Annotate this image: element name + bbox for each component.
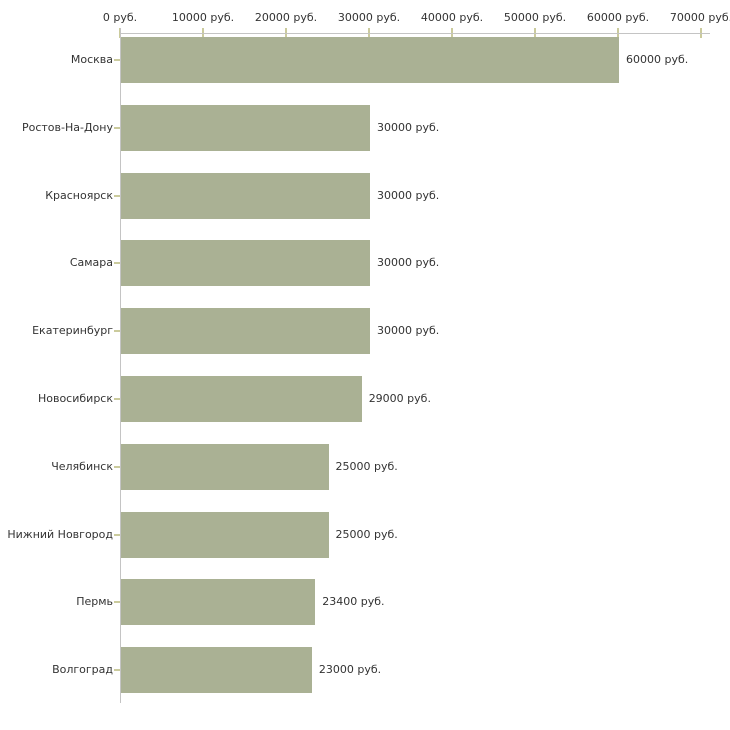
category-label: Челябинск [51, 459, 113, 473]
bar [121, 443, 329, 490]
category-tick-icon [114, 262, 120, 265]
x-axis-tick-label: 30000 руб. [337, 11, 401, 24]
category-tick-icon [114, 330, 120, 333]
category-label: Красноярск [45, 188, 113, 202]
value-label: 30000 руб. [377, 188, 440, 202]
x-axis-tick-label: 20000 руб. [254, 11, 318, 24]
category-tick-icon [114, 601, 120, 604]
x-axis-tick-label: 60000 руб. [586, 11, 650, 24]
x-axis-tick-label: 10000 руб. [171, 11, 235, 24]
value-label: 30000 руб. [377, 256, 440, 270]
category-tick-icon [114, 398, 120, 400]
value-label: 25000 руб. [335, 527, 398, 541]
value-label: 23000 руб. [318, 663, 382, 677]
y-axis-line [120, 28, 121, 703]
bar [121, 647, 312, 694]
category-label: Волгоград [52, 663, 113, 677]
category-tick-icon [114, 533, 120, 536]
value-label: 23400 руб. [322, 595, 385, 609]
bar [121, 579, 316, 626]
x-axis-tick-label: 50000 руб. [503, 11, 567, 24]
category-label: Москва [70, 53, 113, 66]
bar [121, 308, 370, 355]
bar [121, 240, 370, 287]
x-axis-tick-label: 70000 руб. [669, 11, 730, 24]
bar [121, 511, 329, 558]
category-tick-icon [114, 465, 120, 468]
category-tick-icon [114, 194, 120, 197]
category-label: Ростов-На-Дону [21, 120, 113, 134]
category-label: Екатеринбург [32, 324, 113, 338]
bar [121, 376, 362, 422]
value-label: 60000 руб. [626, 53, 689, 66]
category-label: Пермь [76, 595, 113, 609]
bar [121, 104, 370, 151]
bar [121, 37, 619, 83]
category-label: Нижний Новгород [7, 527, 113, 541]
category-tick-icon [114, 126, 120, 129]
x-axis-tick-label: 40000 руб. [420, 11, 484, 24]
x-axis-tick-label: 0 руб. [102, 11, 138, 24]
value-label: 30000 руб. [377, 324, 440, 338]
category-label: Самара [69, 256, 113, 270]
bar [121, 172, 370, 219]
category-tick-icon [114, 59, 120, 61]
category-tick-icon [114, 669, 120, 672]
value-label: 30000 руб. [377, 120, 440, 134]
x-axis-line [120, 33, 710, 34]
category-label: Новосибирск [37, 392, 113, 405]
value-label: 29000 руб. [368, 392, 431, 405]
value-label: 25000 руб. [335, 459, 398, 473]
